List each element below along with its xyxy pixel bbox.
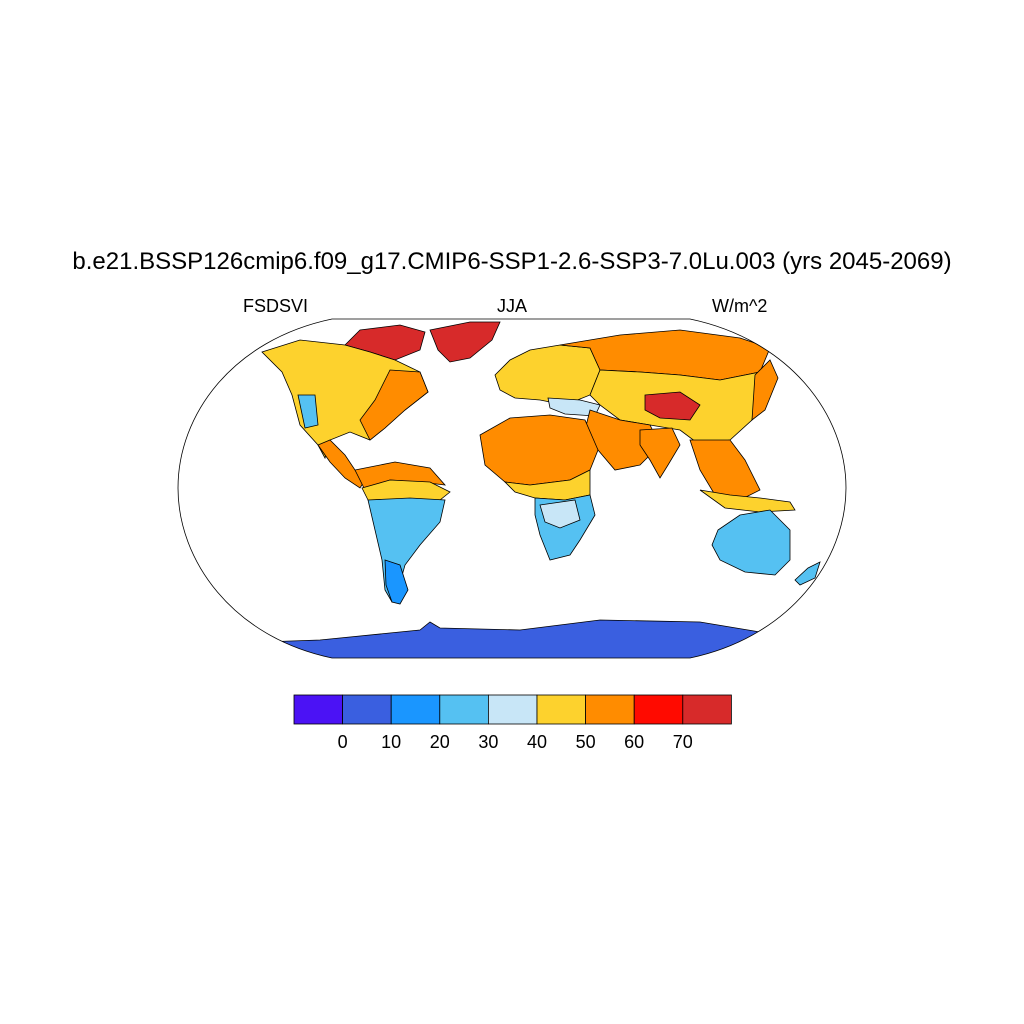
colorbar-swatch	[585, 694, 635, 725]
southeast-asia-region	[689, 439, 761, 501]
colorbar-swatch	[293, 694, 343, 725]
colorbar-tick-label: 20	[430, 732, 450, 752]
colorbar-tick-label: 70	[673, 732, 693, 752]
colorbar-swatch	[487, 694, 538, 725]
north-america-west-lake	[297, 394, 319, 429]
indonesia-region	[699, 489, 796, 513]
antarctica-region	[178, 619, 846, 658]
units-label: W/m^2	[712, 296, 768, 316]
colorbar-swatch	[536, 694, 586, 725]
colorbar-tick-label: 40	[527, 732, 547, 752]
southern-africa-inner-region	[539, 499, 581, 529]
greenland-region	[429, 321, 501, 363]
colorbar-swatch	[633, 694, 684, 725]
colorbar-tick-label: 50	[576, 732, 596, 752]
patagonia-region	[384, 559, 409, 605]
new-zealand-region	[794, 561, 821, 586]
japan-region	[751, 359, 779, 421]
colorbar-tick-label: 10	[381, 732, 401, 752]
australia-region	[711, 509, 791, 576]
colorbar-tick-label: 0	[338, 732, 348, 752]
tibet-region	[644, 391, 701, 421]
map-boundary	[177, 318, 847, 659]
colorbar-swatch	[682, 694, 732, 725]
colorbar-swatch	[439, 694, 489, 725]
colorbar-swatch	[390, 694, 441, 725]
plot-title: b.e21.BSSP126cmip6.f09_g17.CMIP6-SSP1-2.…	[72, 248, 952, 275]
north-america-east-region	[359, 369, 429, 441]
colorbar-tick-label: 30	[478, 732, 498, 752]
variable-name: FSDSVI	[243, 296, 309, 316]
colorbar-swatch	[342, 694, 392, 725]
india-region	[639, 427, 681, 479]
season-label: JJA	[496, 296, 527, 316]
colorbar-tick-label: 60	[624, 732, 644, 752]
